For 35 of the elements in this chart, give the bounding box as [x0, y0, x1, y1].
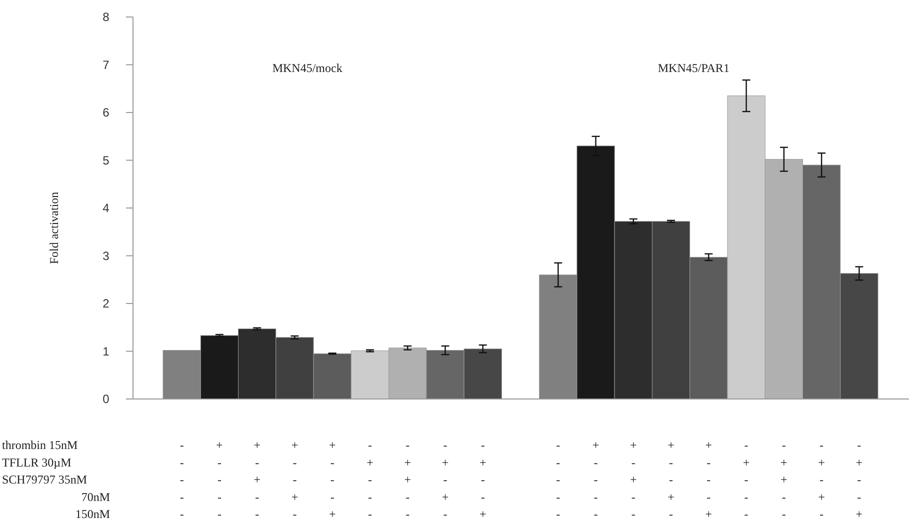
- x-tick-label: - + - - +: [856, 438, 863, 520]
- x-tick-label: - + - - +: [479, 438, 486, 520]
- text: 70nM: [81, 490, 110, 504]
- x-tick-label: + - - + -: [291, 438, 298, 520]
- x-tick-label: - + + - -: [780, 438, 788, 520]
- y-tick-label: 3: [102, 248, 110, 263]
- x-tick-label: + - - - +: [328, 438, 336, 520]
- x-tick-label: - + - - -: [366, 438, 374, 520]
- y-tick-label: 8: [102, 10, 110, 24]
- y-tick-label: 7: [102, 58, 110, 72]
- x-tick-label: + - - - -: [592, 438, 600, 520]
- x-tick-label: - + + - -: [404, 438, 412, 520]
- y-tick-label: 4: [102, 201, 110, 215]
- y-tick-label: 5: [102, 153, 110, 168]
- y-tick-label: 2: [102, 296, 110, 310]
- x-tick-label: - + - - -: [742, 438, 750, 520]
- text: thrombin 15nM: [2, 438, 78, 452]
- x-tick-label: - - - - -: [180, 438, 184, 520]
- text: 150nM: [75, 507, 110, 520]
- x-tick-label: - - - - -: [556, 438, 560, 520]
- y-tick-label: 6: [102, 106, 110, 120]
- x-tick-label: + - - - +: [705, 438, 712, 520]
- x-tick-label: + - - - -: [216, 438, 224, 520]
- text: TFLLR 30µM: [2, 455, 72, 470]
- x-tick-label: + - - + -: [668, 438, 675, 520]
- y-tick-label: 1: [102, 344, 110, 358]
- x-tick-label: + - + - -: [254, 438, 261, 520]
- y-tick-label: 0: [102, 392, 110, 406]
- x-tick-label: - + - + -: [818, 438, 826, 520]
- annotation: MKN45/PAR1: [658, 61, 730, 75]
- x-tick-label: + - + - -: [630, 438, 638, 520]
- x-tick-label: - + - + -: [442, 438, 449, 520]
- text: SCH79797 35nM: [2, 472, 88, 487]
- y-axis-title: Fold activation: [47, 192, 61, 264]
- annotation: MKN45/mock: [272, 61, 342, 75]
